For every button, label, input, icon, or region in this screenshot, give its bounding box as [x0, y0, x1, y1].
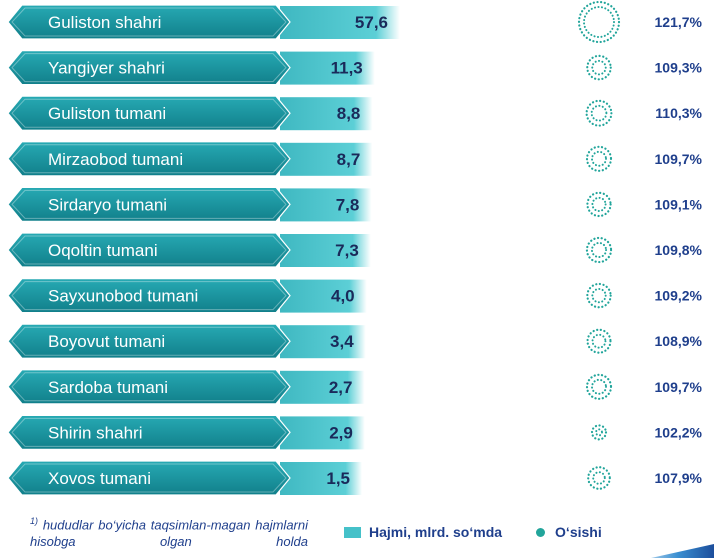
category-box-outline-7 — [11, 326, 287, 356]
footnote-marker: 1) — [30, 516, 39, 526]
growth-marker-9 — [590, 424, 608, 441]
growth-marker-0 — [577, 0, 621, 44]
category-box-4 — [7, 186, 291, 222]
growth-marker-inner-4 — [591, 196, 607, 212]
category-box-outline-4 — [11, 189, 287, 219]
growth-marker-10 — [587, 466, 611, 490]
bar-value-label-4: 7,8 — [336, 195, 360, 214]
growth-marker-inner-10 — [592, 471, 606, 485]
growth-marker-inner-5 — [590, 241, 608, 259]
bar-value-label-10: 1,5 — [326, 469, 350, 488]
growth-label-0: 121,7% — [655, 14, 703, 30]
growth-label-8: 109,7% — [655, 379, 703, 395]
category-box-3 — [7, 141, 291, 177]
growth-label-6: 109,2% — [655, 288, 703, 304]
category-label-4: Sirdaryo tumani — [48, 195, 167, 214]
bar-value-label-7: 3,4 — [330, 332, 354, 351]
category-box-2 — [7, 95, 291, 131]
category-label-2: Guliston tumani — [48, 104, 166, 123]
category-label-7: Boyovut tumani — [48, 332, 165, 351]
growth-marker-4 — [586, 191, 612, 218]
legend-swatch-growth — [536, 527, 546, 537]
growth-marker-2 — [585, 99, 613, 127]
category-label-6: Sayxunobod tumani — [48, 287, 198, 306]
category-box-10 — [7, 460, 291, 496]
growth-label-3: 109,7% — [655, 151, 703, 167]
growth-marker-inner-2 — [590, 104, 608, 122]
category-box-outline-6 — [11, 281, 287, 311]
growth-marker-inner-0 — [583, 6, 615, 38]
footnote-text: hududlar bo‘yicha taqsimlan-magan hajmla… — [30, 517, 308, 550]
growth-marker-inner-7 — [591, 333, 607, 349]
bar-volume-10 — [280, 462, 362, 495]
growth-label-9: 102,2% — [655, 424, 703, 440]
category-label-5: Oqoltin tumani — [48, 241, 158, 260]
growth-marker-1 — [586, 54, 612, 81]
category-box-6 — [7, 278, 291, 314]
bar-volume-5 — [280, 234, 371, 267]
growth-label-5: 109,8% — [655, 242, 703, 258]
legend-label-growth: O‘sishi — [555, 524, 602, 540]
category-box-0 — [7, 4, 291, 40]
category-box-outline-2 — [11, 98, 287, 128]
category-label-9: Shirin shahri — [48, 423, 143, 442]
growth-marker-inner-1 — [591, 59, 607, 76]
category-label-1: Yangiyer shahri — [48, 59, 165, 78]
bar-volume-9 — [280, 416, 365, 450]
bar-value-label-9: 2,9 — [329, 423, 353, 442]
growth-marker-6 — [586, 282, 612, 309]
growth-label-10: 107,9% — [655, 470, 703, 486]
bar-volume-4 — [280, 188, 372, 222]
bar-volume-1 — [280, 51, 375, 85]
category-box-outline-1 — [11, 53, 287, 83]
legend: Hajmi, mlrd. so‘mda O‘sishi — [344, 524, 602, 540]
bar-value-label-1: 11,3 — [331, 59, 363, 78]
growth-label-2: 110,3% — [655, 105, 702, 121]
growth-marker-inner-6 — [591, 287, 607, 304]
growth-marker-8 — [585, 373, 613, 400]
category-box-7 — [7, 323, 291, 359]
bar-value-label-8: 2,7 — [329, 378, 353, 397]
bar-volume-8 — [280, 370, 365, 404]
growth-marker-inner-8 — [591, 378, 607, 395]
category-box-1 — [7, 49, 291, 86]
category-label-0: Guliston shahri — [48, 13, 161, 32]
footnote: 1) hududlar bo‘yicha taqsimlan-magan haj… — [30, 513, 308, 550]
category-box-9 — [7, 414, 291, 450]
category-label-10: Xovos tumani — [48, 469, 151, 488]
category-box-8 — [7, 369, 291, 405]
category-box-outline-0 — [11, 7, 287, 37]
bar-volume-0 — [280, 6, 400, 39]
legend-swatch-volume — [344, 526, 361, 538]
category-label-8: Sardoba tumani — [48, 378, 168, 397]
growth-marker-7 — [586, 328, 612, 354]
growth-label-4: 109,1% — [655, 196, 703, 212]
growth-marker-3 — [585, 145, 613, 172]
legend-label-volume: Hajmi, mlrd. so‘mda — [369, 524, 503, 540]
bar-value-label-6: 4,0 — [331, 287, 355, 306]
bar-value-label-2: 8,8 — [337, 104, 361, 123]
bar-value-label-0: 57,6 — [355, 13, 388, 32]
growth-marker-inner-3 — [591, 150, 607, 167]
bar-volume-2 — [280, 97, 373, 131]
growth-label-1: 109,3% — [655, 60, 703, 76]
category-label-3: Mirzaobod tumani — [48, 150, 183, 169]
bar-volume-7 — [280, 325, 366, 359]
growth-marker-inner-9 — [595, 428, 603, 437]
category-box-outline-10 — [11, 463, 287, 493]
bar-volume-6 — [280, 279, 367, 313]
category-box-outline-9 — [11, 417, 287, 447]
bar-value-label-3: 8,7 — [337, 150, 361, 169]
category-box-outline-3 — [11, 144, 287, 174]
growth-marker-5 — [585, 236, 613, 264]
category-box-outline-8 — [11, 372, 287, 402]
bar-value-label-5: 7,3 — [335, 241, 359, 260]
bar-volume-3 — [280, 142, 373, 176]
category-box-outline-5 — [11, 235, 287, 265]
category-box-5 — [7, 232, 291, 268]
growth-label-7: 108,9% — [655, 333, 703, 349]
